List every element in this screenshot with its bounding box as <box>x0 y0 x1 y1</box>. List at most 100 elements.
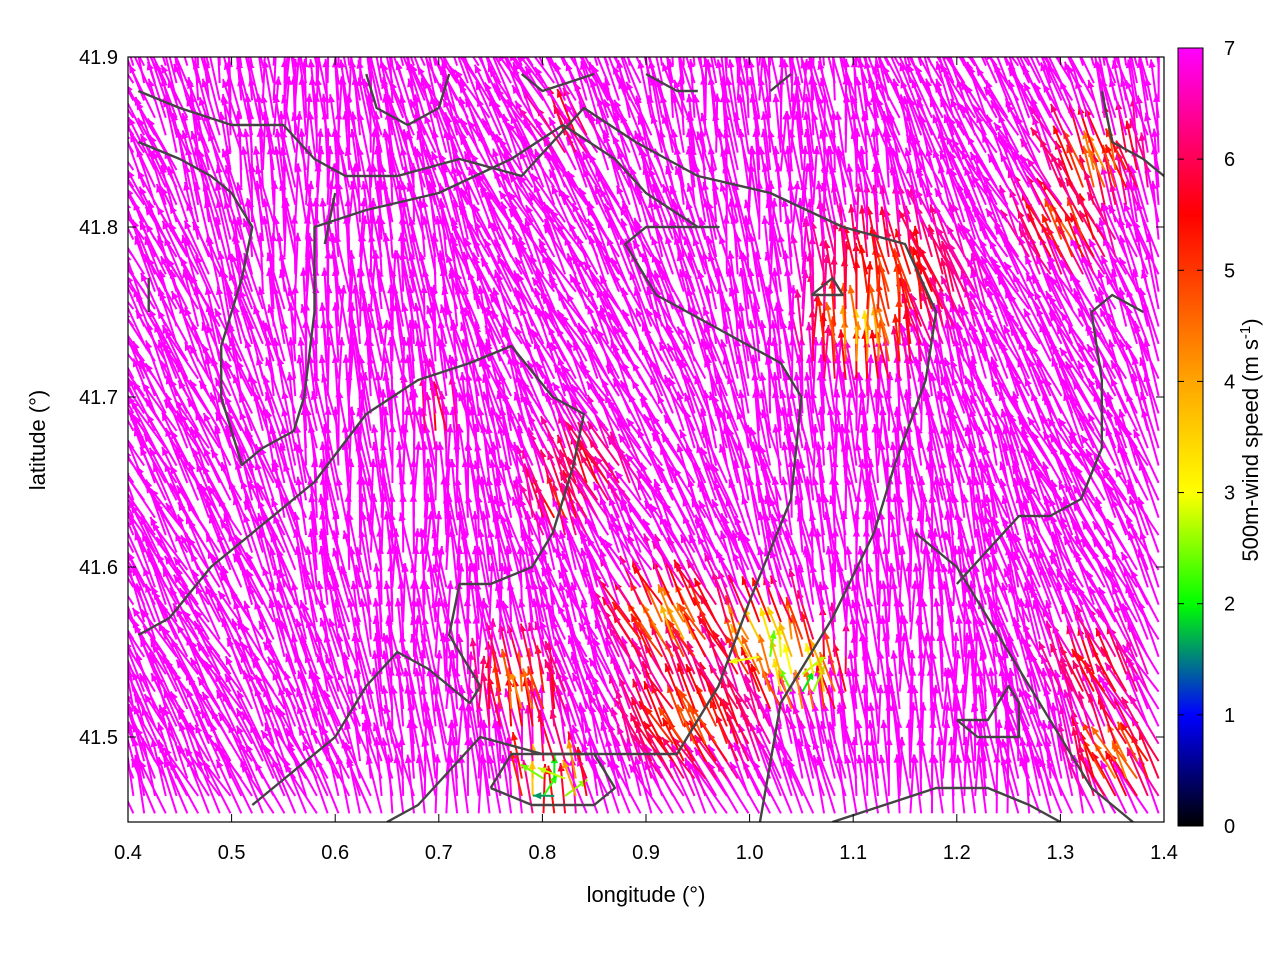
wind-arrow-head <box>108 464 115 473</box>
wind-arrow-head <box>119 656 126 665</box>
wind-arrow <box>106 326 133 378</box>
wind-arrow-head <box>105 362 112 371</box>
wind-arrow-head <box>110 348 118 357</box>
wind-arrow <box>878 685 881 744</box>
wind-arrow <box>370 320 371 379</box>
wind-arrow <box>348 512 360 570</box>
wind-arrow <box>122 324 144 379</box>
wind-arrow-head <box>121 651 128 660</box>
wind-arrow-head <box>109 343 116 352</box>
wind-arrow <box>393 390 403 448</box>
wind-arrow <box>237 360 263 413</box>
wind-arrow <box>812 528 814 587</box>
wind-arrow <box>964 580 965 639</box>
wind-arrow-head <box>118 534 125 543</box>
wind-arrows <box>97 7 1163 814</box>
wind-arrow <box>889 372 890 431</box>
wind-arrow-head <box>114 670 121 679</box>
wind-arrow <box>413 721 425 779</box>
wind-arrow <box>500 563 502 622</box>
wind-arrow-head <box>101 434 109 443</box>
wind-arrow <box>963 685 964 744</box>
wind-arrow-head <box>759 372 766 381</box>
wind-arrow-head <box>111 620 118 629</box>
wind-arrow-head <box>102 537 109 546</box>
wind-arrow <box>844 511 846 570</box>
wind-arrow <box>866 615 867 674</box>
wind-arrow <box>914 685 921 744</box>
wind-arrow <box>923 599 932 657</box>
wind-arrow <box>859 755 867 813</box>
wind-arrow <box>285 497 306 552</box>
wind-arrow-head <box>112 607 120 616</box>
wind-arrow-head <box>1091 727 1099 736</box>
wind-arrow <box>403 337 404 396</box>
wind-arrow-head <box>414 442 421 450</box>
wind-arrow <box>459 425 468 483</box>
wind-arrow <box>349 459 351 518</box>
wind-arrow-head <box>106 326 113 335</box>
wind-arrow <box>109 453 144 501</box>
wind-arrow-head <box>98 418 106 427</box>
wind-arrow-head <box>118 552 125 561</box>
wind-arrow <box>392 494 393 553</box>
wind-arrow-head <box>113 445 120 454</box>
wind-arrow-head <box>120 634 127 643</box>
wind-arrow-head <box>120 331 128 340</box>
wind-arrow <box>326 477 338 535</box>
wind-arrow <box>792 337 793 396</box>
wind-arrow <box>328 407 329 466</box>
wind-arrow-head <box>109 603 116 612</box>
wind-arrow <box>402 737 404 796</box>
wind-arrow <box>575 471 609 518</box>
wind-arrow-head <box>110 470 118 479</box>
wind-arrow-head <box>114 688 121 697</box>
wind-arrow-head <box>97 315 105 324</box>
wind-arrow-head <box>121 394 128 403</box>
wind-arrow <box>802 337 803 396</box>
wind-arrow <box>958 755 965 814</box>
wind-arrow <box>490 563 492 622</box>
wind-arrow-head <box>511 732 518 741</box>
wind-arrow-head <box>133 608 141 617</box>
wind-arrow <box>724 356 737 413</box>
wind-arrow <box>338 337 341 396</box>
wind-arrow <box>705 553 727 605</box>
wind-arrow-head <box>121 498 128 507</box>
wind-arrow-head <box>113 589 120 598</box>
wind-arrow-head <box>119 691 126 700</box>
wind-arrow-head <box>446 424 453 432</box>
wind-arrow-head <box>553 383 561 392</box>
wind-arrow-head <box>120 516 127 525</box>
wind-arrow-head <box>111 417 119 426</box>
wind-arrow-head <box>110 481 117 490</box>
wind-arrow-head <box>944 358 951 367</box>
wind-arrow <box>457 702 462 761</box>
wind-arrow <box>336 599 350 656</box>
wind-arrow-head <box>112 364 120 373</box>
wind-arrow-head <box>108 314 116 323</box>
wind-arrow-head <box>102 589 109 598</box>
plot-area <box>97 7 1164 822</box>
wind-arrow <box>114 445 133 501</box>
wind-arrow-head <box>1008 706 1015 715</box>
wind-arrow-head <box>117 704 124 713</box>
wind-arrow <box>921 546 925 605</box>
wind-arrow <box>328 337 329 396</box>
wind-arrow-head <box>533 792 541 799</box>
wind-arrow-head <box>244 601 251 610</box>
wind-arrow-head <box>106 500 113 509</box>
wind-arrow <box>436 441 437 500</box>
wind-arrow-head <box>779 622 786 631</box>
wind-arrow-head <box>110 487 118 496</box>
wind-arrow-head <box>789 390 796 399</box>
wind-arrow-head <box>101 520 109 529</box>
wind-arrow <box>436 703 446 761</box>
wind-arrow-head <box>446 581 453 589</box>
wind-arrow-head <box>750 427 757 436</box>
wind-arrow-head <box>108 760 115 769</box>
wind-arrow <box>461 755 468 814</box>
wind-arrow <box>910 581 915 640</box>
